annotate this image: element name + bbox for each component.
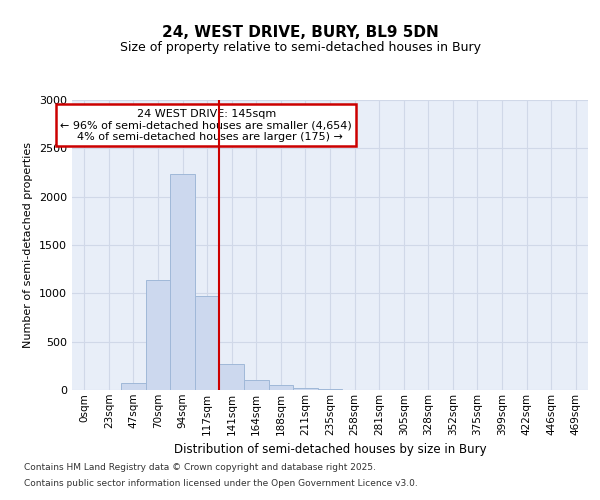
Bar (195, 296, 220, 390)
Bar (121, 383, 146, 390)
Text: Size of property relative to semi-detached houses in Bury: Size of property relative to semi-detach… (119, 41, 481, 54)
Text: 24, WEST DRIVE, BURY, BL9 5DN: 24, WEST DRIVE, BURY, BL9 5DN (161, 25, 439, 40)
Y-axis label: Number of semi-detached properties: Number of semi-detached properties (23, 142, 34, 348)
Bar (244, 380, 269, 390)
Bar (146, 280, 170, 390)
Text: 24 WEST DRIVE: 145sqm  
← 96% of semi-detached houses are smaller (4,654)
  4% o: 24 WEST DRIVE: 145sqm ← 96% of semi-deta… (60, 108, 352, 142)
Bar (220, 364, 244, 390)
Bar (170, 174, 195, 390)
Bar (318, 389, 342, 390)
Bar (269, 385, 293, 390)
Bar (293, 388, 318, 390)
X-axis label: Distribution of semi-detached houses by size in Bury: Distribution of semi-detached houses by … (173, 443, 487, 456)
Text: Contains HM Land Registry data © Crown copyright and database right 2025.: Contains HM Land Registry data © Crown c… (24, 464, 376, 472)
Text: Contains public sector information licensed under the Open Government Licence v3: Contains public sector information licen… (24, 478, 418, 488)
